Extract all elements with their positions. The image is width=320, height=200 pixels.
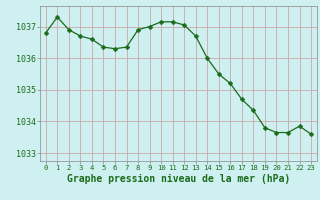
X-axis label: Graphe pression niveau de la mer (hPa): Graphe pression niveau de la mer (hPa) bbox=[67, 174, 290, 184]
